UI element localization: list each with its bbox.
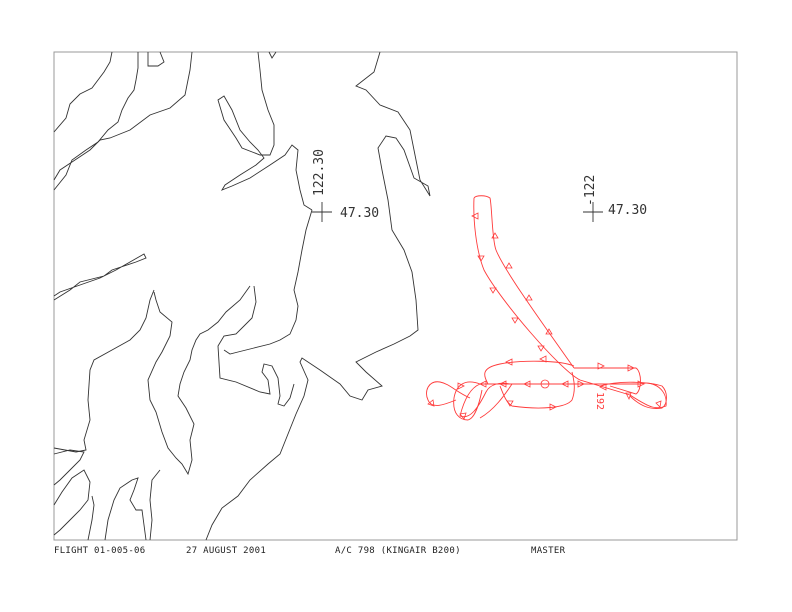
map-frame [53, 51, 738, 541]
direction-arrow-icon [637, 380, 645, 388]
coastline [53, 253, 147, 301]
track-segment [473, 195, 575, 369]
direction-arrow-icon [471, 212, 479, 220]
latitude-label: 47.30 [608, 203, 647, 218]
direction-arrow-icon [539, 355, 547, 363]
direction-arrow-icon [525, 294, 533, 301]
coastline [53, 52, 139, 191]
track-segment [479, 383, 513, 419]
coastline [223, 209, 313, 355]
direction-arrow-icon [599, 383, 607, 391]
direction-arrow-icon [549, 403, 557, 411]
direction-arrow-icon [537, 345, 545, 352]
track-segment [599, 381, 667, 409]
direction-arrow-icon [505, 262, 513, 269]
coastline [87, 495, 95, 541]
direction-arrow-icon [597, 362, 605, 370]
direction-arrow-icon [459, 412, 467, 420]
grid-marks [312, 202, 603, 222]
direction-arrow-icon [479, 380, 487, 388]
latitude-label: 47.30 [340, 206, 379, 221]
coastline [268, 51, 277, 59]
direction-arrow-icon [540, 379, 550, 389]
direction-arrow-icon [491, 232, 499, 239]
coastline [147, 51, 165, 67]
track-segment [484, 360, 575, 385]
coastline [205, 51, 431, 541]
coastline [53, 449, 85, 486]
direction-arrow-icon [477, 255, 485, 262]
footer-date: 27 AUGUST 2001 [186, 546, 267, 556]
direction-arrow-icon [545, 328, 553, 335]
track-label: 192 [594, 392, 605, 410]
track-segment [426, 381, 471, 406]
coastlines [53, 51, 431, 541]
coastline [104, 477, 147, 541]
direction-arrow-icon [499, 380, 507, 388]
direction-arrow-icon [655, 400, 662, 408]
direction-arrow-icon [577, 380, 585, 388]
direction-arrow-icon [506, 400, 514, 407]
coastline [217, 51, 313, 211]
coastline [53, 289, 155, 453]
coastline [53, 51, 113, 133]
direction-arrow-icon [523, 380, 531, 388]
track-segment [574, 367, 641, 395]
track-segment [459, 197, 667, 418]
coastline [217, 285, 295, 407]
direction-arrow-icon [561, 380, 569, 388]
longitude-label: 122.30 [312, 149, 327, 196]
direction-arrow-icon [457, 382, 465, 390]
coastline [53, 51, 193, 181]
direction-arrow-icon [511, 317, 519, 324]
coastline [53, 469, 91, 536]
flight-track [426, 195, 667, 421]
track-segment [499, 371, 575, 409]
footer-version: MASTER [531, 546, 566, 556]
direction-arrow-icon [505, 358, 513, 366]
track-direction-markers [427, 212, 662, 420]
coastline [149, 469, 161, 541]
coastline [147, 285, 251, 476]
track-segment [453, 381, 483, 421]
direction-arrow-icon [625, 392, 632, 401]
direction-arrow-icon [489, 287, 497, 294]
direction-arrow-icon [627, 364, 635, 372]
longitude-label: -122 [583, 175, 598, 206]
direction-arrow-icon [427, 399, 435, 407]
footer-flight: FLIGHT 01-005-06 [54, 546, 146, 556]
footer-aircraft: A/C 798 (KINGAIR B200) [335, 546, 461, 556]
